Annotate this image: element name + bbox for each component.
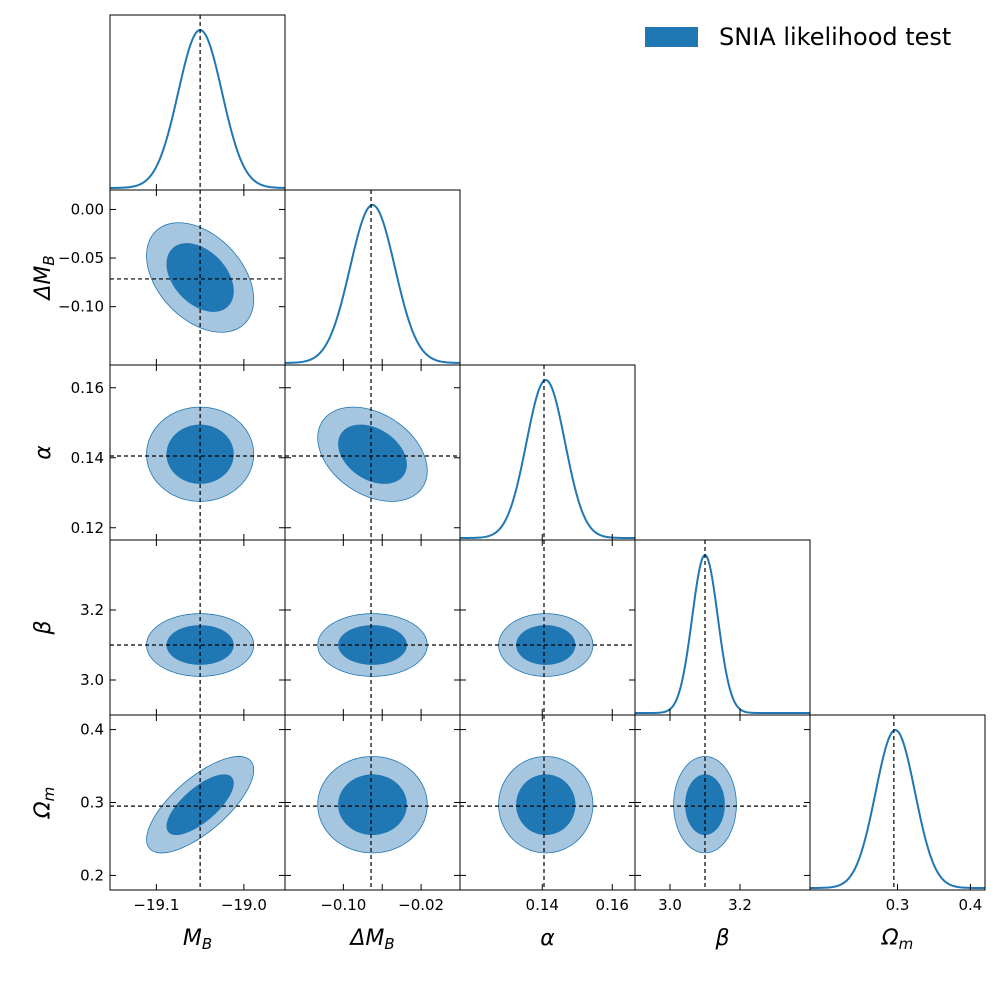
panel-alpha-vs-M_B — [109, 364, 286, 541]
panel-Omega_m-vs-beta — [634, 714, 811, 891]
x-axis-label-Omega_m: Ωm — [881, 926, 913, 953]
panel-Omega_m-vs-Delta_M_B — [284, 714, 461, 891]
panel-Delta_M_B-vs-M_B — [109, 189, 286, 366]
y-tick-label-Delta_M_B: 0.00 — [71, 200, 104, 218]
contour-68-alpha-Delta_M_B — [338, 424, 407, 484]
panel-frame — [459, 364, 636, 541]
y-tick-label-Omega_m: 0.4 — [80, 721, 104, 739]
panel-content — [110, 190, 285, 365]
panel-content — [285, 365, 460, 540]
y-axis-label-alpha: α — [31, 445, 56, 460]
panel-frame — [809, 714, 986, 891]
panel-frame — [284, 189, 461, 366]
panel-content — [110, 15, 285, 190]
x-tick-label-Delta_M_B: −0.02 — [398, 896, 444, 914]
y-axis-label-beta: β — [31, 620, 56, 635]
panel-Omega_m-vs-alpha — [459, 714, 636, 891]
y-tick-label-Delta_M_B: −0.10 — [58, 298, 104, 316]
x-tick-label-alpha: 0.14 — [526, 896, 559, 914]
panel-beta-vs-alpha — [459, 539, 636, 716]
y-axis-label-Omega_m: Ωm — [31, 787, 58, 819]
contour-68-Omega_m-alpha — [516, 774, 576, 835]
panel-content — [635, 715, 810, 890]
panel-content — [110, 715, 285, 890]
legend-label: SNIA likelihood test — [719, 23, 951, 51]
x-tick-label-beta: 3.0 — [658, 896, 682, 914]
x-axis-label-alpha: α — [540, 926, 555, 951]
panel-content — [460, 715, 635, 890]
legend-swatch — [645, 27, 698, 47]
panel-content — [285, 540, 460, 715]
x-tick-label-Delta_M_B: −0.10 — [320, 896, 366, 914]
y-tick-label-Omega_m: 0.3 — [80, 794, 104, 812]
panel-content — [460, 365, 635, 540]
y-tick-label-alpha: 0.16 — [71, 379, 104, 397]
y-tick-label-beta: 3.0 — [80, 671, 104, 689]
contour-68-Omega_m-Delta_M_B — [338, 774, 407, 835]
marginal-line-Delta_M_B — [285, 203, 460, 364]
panel-frame — [634, 539, 811, 716]
x-tick-label-alpha: 0.16 — [596, 896, 629, 914]
contour-68-Omega_m-M_B — [166, 774, 234, 836]
contour-68-alpha-M_B — [166, 424, 234, 484]
marginal-line-Omega_m — [810, 729, 985, 889]
y-tick-label-Delta_M_B: −0.05 — [58, 249, 104, 267]
legend: SNIA likelihood test — [645, 23, 951, 51]
panel-content — [110, 540, 285, 715]
y-tick-label-alpha: 0.12 — [71, 519, 104, 537]
marginal-line-M_B — [110, 28, 285, 189]
panel-frame — [109, 14, 286, 191]
panel-Omega_m-vs-Omega_m — [809, 714, 986, 891]
y-tick-label-Omega_m: 0.2 — [80, 866, 104, 884]
panel-content — [460, 540, 635, 715]
x-axis-label-M_B: MB — [183, 926, 212, 953]
marginal-line-beta — [635, 553, 810, 714]
x-tick-label-M_B: −19.1 — [133, 896, 179, 914]
y-tick-label-beta: 3.2 — [80, 601, 104, 619]
panel-Omega_m-vs-M_B — [109, 714, 286, 891]
x-axis-label-beta: β — [714, 926, 729, 951]
panel-beta-vs-M_B — [109, 539, 286, 716]
marginal-line-alpha — [460, 378, 635, 539]
panel-beta-vs-Delta_M_B — [284, 539, 461, 716]
panel-content — [285, 190, 460, 365]
y-axis-label-Delta_M_B: ΔMB — [31, 255, 58, 301]
panel-content — [285, 715, 460, 890]
panel-Delta_M_B-vs-Delta_M_B — [284, 189, 461, 366]
panel-alpha-vs-Delta_M_B — [284, 364, 461, 541]
panel-content — [635, 540, 810, 715]
x-tick-label-beta: 3.2 — [728, 896, 752, 914]
panel-beta-vs-beta — [634, 539, 811, 716]
panel-content — [110, 365, 285, 540]
y-tick-label-alpha: 0.14 — [71, 449, 104, 467]
x-tick-label-Omega_m: 0.3 — [886, 896, 910, 914]
panel-M_B-vs-M_B — [109, 14, 286, 191]
x-tick-label-M_B: −19.0 — [221, 896, 267, 914]
panel-alpha-vs-alpha — [459, 364, 636, 541]
x-axis-label-Delta_M_B: ΔMB — [348, 926, 394, 953]
contour-68-Omega_m-beta — [685, 774, 725, 835]
panel-content — [810, 715, 985, 890]
x-tick-label-Omega_m: 0.4 — [958, 896, 982, 914]
